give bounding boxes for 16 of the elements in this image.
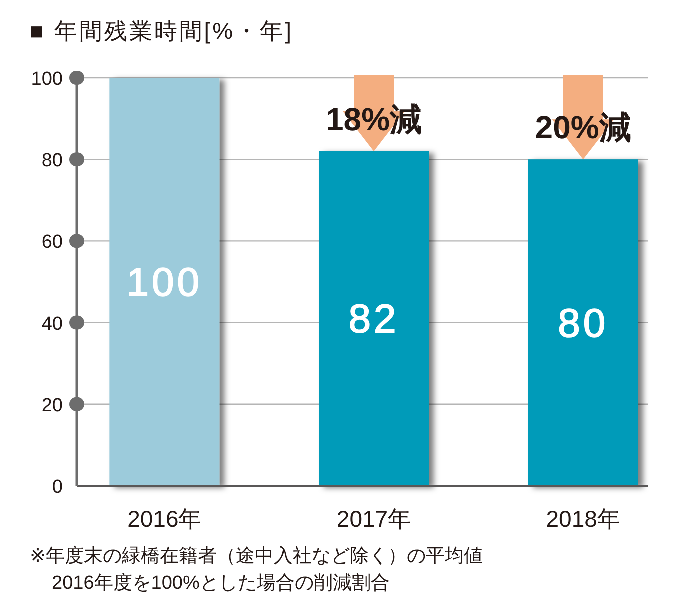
chart-title: ■ 年間残業時間[%・年] bbox=[30, 18, 294, 44]
y-tick-label: 100 bbox=[31, 69, 63, 90]
x-tick-label: 2018年 bbox=[546, 506, 620, 532]
text: 2016年度を100%とした場合の削減割合 bbox=[52, 572, 390, 594]
y-tick-label: 40 bbox=[42, 314, 63, 335]
data-label: 100 bbox=[126, 261, 203, 305]
y-tick-label: 80 bbox=[42, 150, 63, 172]
x-tick-label: 2016年 bbox=[128, 506, 202, 532]
data-label: 80 bbox=[558, 302, 609, 346]
y-tick-label: 20 bbox=[42, 395, 63, 416]
y-tick-label: 60 bbox=[42, 232, 63, 254]
text: ※年度末の緑橋在籍者（途中入社など除く）の平均値 bbox=[30, 545, 483, 567]
data-label: 82 bbox=[348, 298, 400, 342]
x-tick-label: 2017年 bbox=[336, 506, 412, 532]
y-tick-label: 0 bbox=[52, 477, 63, 498]
bar bbox=[110, 78, 220, 486]
